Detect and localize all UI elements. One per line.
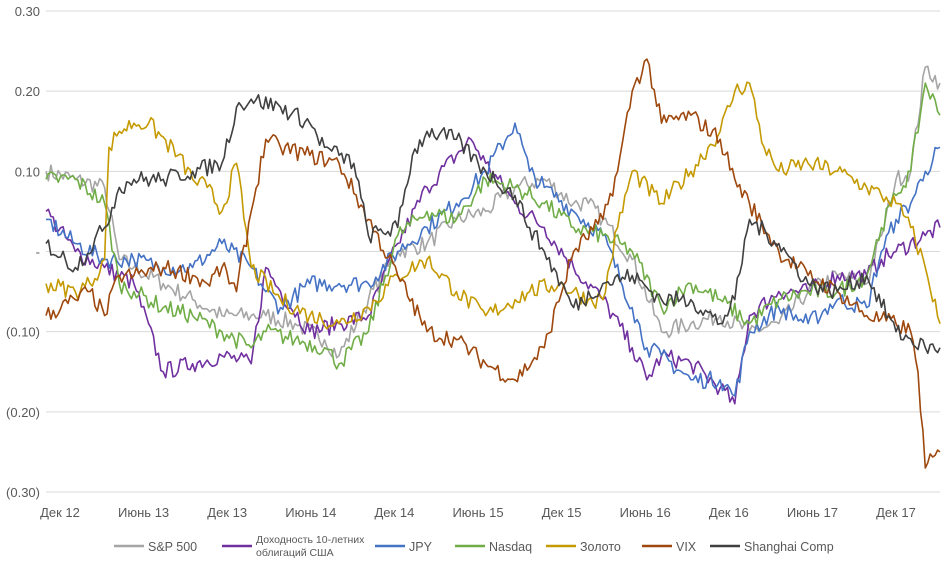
y-tick-label: 0.30 — [15, 4, 40, 19]
y-tick-label: - — [36, 245, 40, 260]
y-tick-label: 0.20 — [15, 84, 40, 99]
series-lines — [45, 58, 941, 469]
series-line-1 — [45, 136, 941, 405]
x-tick-label: Дек 15 — [542, 505, 582, 520]
legend-label: облигаций США — [256, 547, 334, 559]
series-line-2 — [46, 122, 941, 397]
x-tick-label: Дек 14 — [375, 505, 415, 520]
x-tick-label: Июнь 13 — [118, 505, 169, 520]
legend-label: Золото — [580, 540, 621, 554]
legend-label: Shanghai Comp — [744, 540, 834, 554]
legend-label: VIX — [676, 540, 697, 554]
x-tick-label: Дек 16 — [709, 505, 749, 520]
x-tick-label: Июнь 15 — [452, 505, 503, 520]
x-tick-label: Дек 12 — [40, 505, 80, 520]
legend-label: JPY — [409, 540, 433, 554]
y-tick-label: (0.20) — [6, 405, 40, 420]
y-tick-label: (0.10) — [6, 325, 40, 340]
series-line-5 — [45, 58, 941, 469]
y-axis-tick-labels: 0.30 0.20 0.10 - (0.10) (0.20) (0.30) — [6, 4, 40, 500]
x-tick-label: Июнь 14 — [285, 505, 336, 520]
x-axis-tick-labels: Дек 12 Июнь 13 Дек 13 Июнь 14 Дек 14 Июнь 15 Д… — [40, 505, 916, 520]
legend-label: Доходность 10-летних — [256, 534, 365, 546]
x-tick-label: Дек 13 — [207, 505, 247, 520]
x-tick-label: Июнь 17 — [787, 505, 838, 520]
y-tick-label: (0.30) — [6, 485, 40, 500]
legend-label: S&P 500 — [148, 540, 197, 554]
legend-label: Nasdaq — [489, 540, 532, 554]
series-line-6 — [45, 94, 941, 355]
series-line-3 — [45, 82, 941, 370]
x-tick-label: Дек 17 — [876, 505, 916, 520]
series-line-4 — [45, 81, 941, 330]
x-tick-label: Июнь 16 — [620, 505, 671, 520]
y-tick-label: 0.10 — [15, 164, 40, 179]
gridlines — [46, 10, 940, 493]
